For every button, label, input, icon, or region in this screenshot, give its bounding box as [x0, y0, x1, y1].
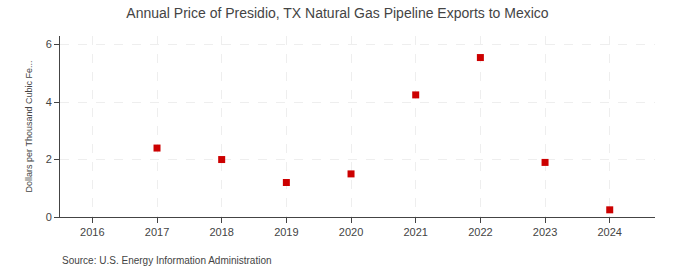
svg-text:2018: 2018: [209, 226, 233, 238]
svg-text:2016: 2016: [80, 226, 104, 238]
svg-text:Annual Price of Presidio, TX N: Annual Price of Presidio, TX Natural Gas…: [126, 5, 548, 21]
svg-text:2021: 2021: [403, 226, 427, 238]
svg-text:Source: U.S. Energy Informatio: Source: U.S. Energy Information Administ…: [62, 255, 272, 266]
svg-text:2023: 2023: [533, 226, 557, 238]
svg-text:0: 0: [46, 211, 52, 223]
svg-text:2020: 2020: [339, 226, 363, 238]
svg-text:2022: 2022: [468, 226, 492, 238]
svg-text:6: 6: [46, 38, 52, 50]
svg-text:2024: 2024: [597, 226, 621, 238]
svg-text:Dollars per Thousand Cubic Fe.: Dollars per Thousand Cubic Fe...: [24, 61, 34, 193]
svg-text:2: 2: [46, 153, 52, 165]
svg-text:4: 4: [46, 96, 52, 108]
svg-text:2017: 2017: [145, 226, 169, 238]
svg-text:2019: 2019: [274, 226, 298, 238]
